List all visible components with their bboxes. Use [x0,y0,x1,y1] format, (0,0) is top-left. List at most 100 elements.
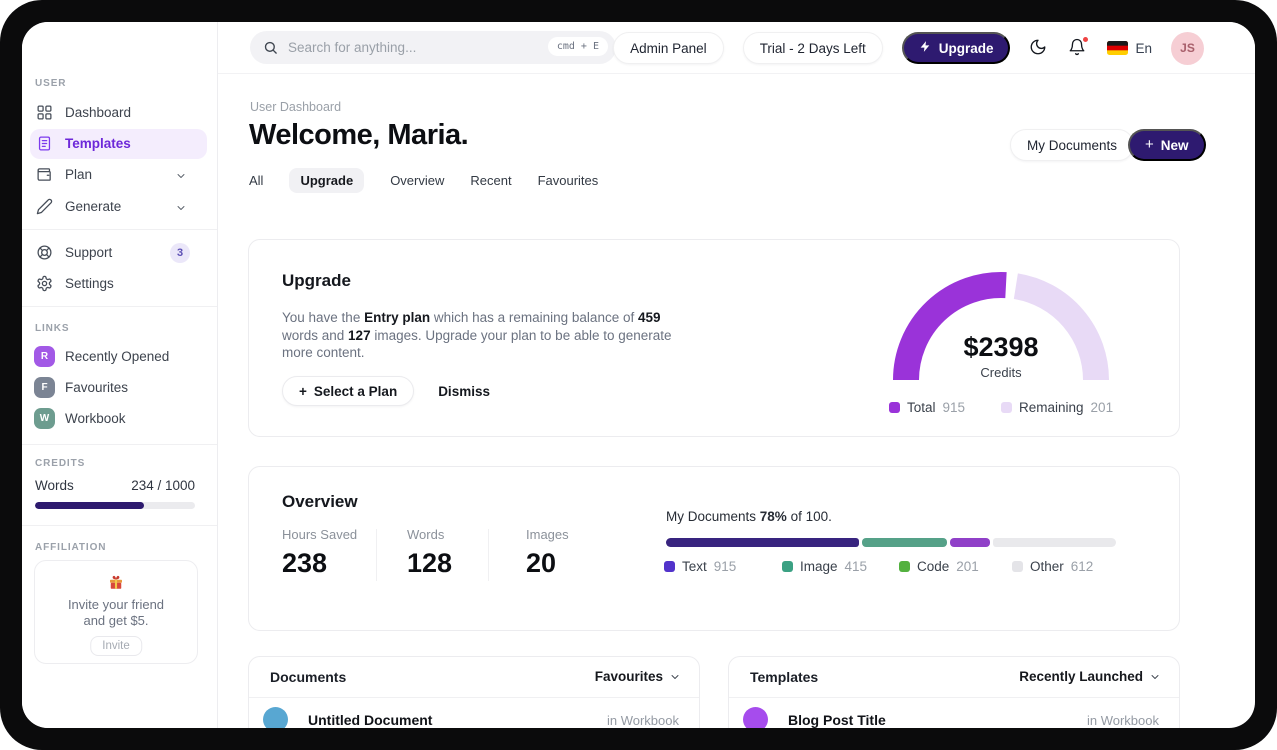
upgrade-button[interactable]: Upgrade [901,32,1011,64]
sidebar-section-affiliation: AFFILIATION [35,542,107,553]
legend-item-image: Image 415 [782,559,867,574]
tab-recent[interactable]: Recent [470,173,512,188]
new-button-label: New [1160,137,1189,153]
stat-label: Hours Saved [282,527,358,542]
moon-icon [1031,39,1046,55]
sidebar-item-label: Templates [65,136,131,151]
sidebar-item-support[interactable]: Support 3 [22,238,217,268]
lightning-bolt-icon [919,40,932,56]
search-input[interactable] [288,31,518,64]
upgrade-card-actions: + Select a Plan Dismiss [282,376,490,406]
stat-label: Words [407,527,445,542]
notifications-button[interactable] [1068,36,1090,58]
search-bar[interactable]: cmd + E [250,31,616,64]
dark-mode-toggle[interactable] [1029,38,1049,58]
tab-favourites[interactable]: Favourites [537,173,599,188]
chevron-down-icon [175,169,187,181]
tab-overview[interactable]: Overview [390,173,445,188]
stat-divider [376,529,377,581]
sidebar-item-templates[interactable]: Templates [22,129,217,159]
page-title: Welcome, Maria. [249,119,469,151]
sidebar-item-settings[interactable]: Settings [22,269,217,299]
dismiss-button[interactable]: Dismiss [438,383,490,399]
credits-caption: Credits [980,365,1022,380]
templates-card: Templates Recently Launched Blog Post Ti… [728,656,1180,728]
template-title: Blog Post Title [788,712,886,728]
stat-value: 128 [407,548,453,578]
admin-panel-button[interactable]: Admin Panel [613,32,724,64]
upgrade-card: Upgrade You have the Entry plan which ha… [248,239,1180,437]
invite-button[interactable]: Invite [90,636,142,656]
legend-item-remaining: Remaining 201 [1001,400,1113,415]
sidebar-link-workbook[interactable]: W Workbook [22,404,217,434]
stat-images: Images 20 [526,527,569,579]
documents-progress-caption: My Documents 78% of 100. [666,509,832,524]
document-list-item[interactable]: Untitled Document in Workbook [249,698,699,728]
stat-label: Images [526,527,569,542]
gauge-remaining-arc [1013,273,1109,381]
legend-name: Remaining [1019,400,1084,415]
trial-status-button[interactable]: Trial - 2 Days Left [742,32,883,64]
filter-label: Recently Launched [1019,669,1143,684]
tab-all[interactable]: All [249,173,264,188]
affiliation-text-line1: Invite your friend [67,597,165,612]
credits-amount: $2398 [963,332,1039,362]
sidebar-item-plan[interactable]: Plan [22,160,217,190]
tab-upgrade[interactable]: Upgrade [289,168,365,193]
my-documents-button[interactable]: My Documents [1010,129,1135,161]
sidebar-link-label: Workbook [65,411,126,426]
templates-card-header: Templates Recently Launched [729,657,1179,697]
topbar-actions: Admin Panel Trial - 2 Days Left Upgrade [613,22,1204,74]
legend-item-total: Total 915 [888,400,965,415]
stat-value: 20 [526,548,557,578]
documents-card-title: Documents [270,669,347,685]
language-label: En [1135,40,1152,56]
credits-label: Words [35,478,74,493]
templates-filter-dropdown[interactable]: Recently Launched [1019,669,1161,684]
stat-hours-saved: Hours Saved 238 [282,527,357,579]
user-avatar[interactable]: JS [1171,31,1204,65]
documents-filter-dropdown[interactable]: Favourites [595,669,681,684]
upgrade-button-label: Upgrade [938,40,994,56]
sidebar-item-generate[interactable]: Generate [22,192,217,222]
credits-gauge-chart: $2398 Credits [889,268,1113,388]
chevron-down-icon [671,674,679,679]
affiliation-card: Invite your friend and get $5. Invite [34,560,198,664]
select-plan-button[interactable]: + Select a Plan [282,376,415,406]
credits-progress-bar [35,502,195,509]
card-divider [729,697,1179,698]
sidebar-divider [22,525,217,526]
new-button[interactable]: + New [1128,129,1206,161]
bar-segment-code [950,538,991,547]
sidebar-item-dashboard[interactable]: Dashboard [22,98,217,128]
plus-icon: + [1145,136,1154,153]
template-list-item[interactable]: Blog Post Title in Workbook [729,698,1179,728]
upgrade-card-title: Upgrade [282,271,351,290]
sidebar-item-label: Settings [65,276,114,291]
stat-value: 238 [282,548,328,578]
images-balance: 127 [348,327,371,343]
legend-item-code: Code 201 [899,559,979,574]
gift-icon [107,573,125,591]
language-selector[interactable]: En [1107,41,1152,56]
sidebar-link-recently-opened[interactable]: R Recently Opened [22,342,217,372]
legend-swatch [782,561,793,572]
chevron-down-icon [175,201,187,213]
wallet-icon [36,166,53,183]
legend-value: 915 [713,559,737,574]
app-window: USER Dashboard Templates Plan [22,22,1255,728]
breadcrumb: User Dashboard [250,100,342,114]
plan-name: Entry plan [364,310,431,325]
documents-stacked-bar-chart [666,538,1116,547]
words-balance: 459 [637,310,661,325]
legend-swatch [664,561,675,572]
filter-label: Favourites [594,669,663,684]
sidebar-link-favourites[interactable]: F Favourites [22,373,217,403]
sidebar-divider [22,444,217,445]
chevron-down-icon [1151,674,1159,679]
sidebar-item-label: Dashboard [65,105,132,120]
plus-icon: + [299,383,307,399]
body-text: images. Upgrade your plan to be able to … [282,327,672,361]
bar-segment-other [993,538,1116,547]
germany-flag-icon [1107,41,1129,55]
